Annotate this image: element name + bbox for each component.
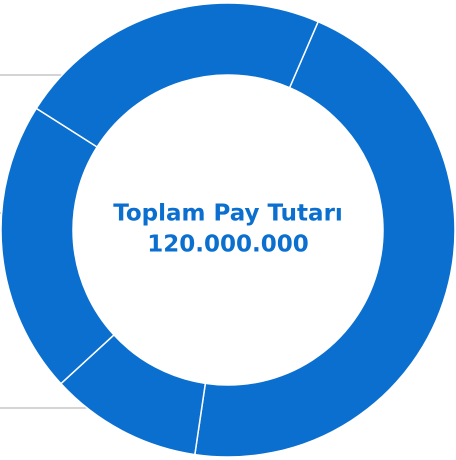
center-title: Toplam Pay Tutarı — [113, 201, 343, 227]
donut-segment — [193, 20, 456, 458]
donut-segment — [35, 2, 320, 148]
donut-segment — [0, 107, 115, 385]
center-value: 120.000.000 — [147, 232, 309, 258]
